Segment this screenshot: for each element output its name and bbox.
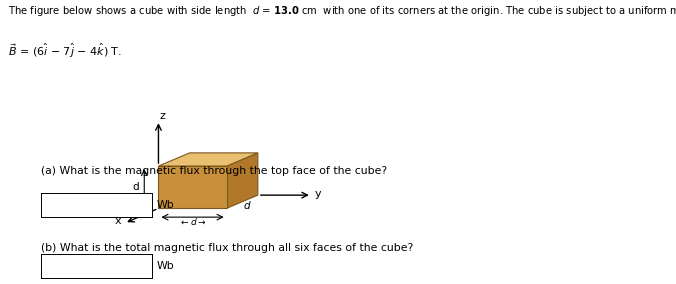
Text: Wb: Wb	[157, 261, 174, 272]
Text: d: d	[132, 182, 139, 192]
Text: $\vec{B}$ = (6$\hat{i}$ − 7$\hat{j}$ − 4$\hat{k}$) T.: $\vec{B}$ = (6$\hat{i}$ − 7$\hat{j}$ − 4…	[8, 41, 122, 60]
Text: (b) What is the total magnetic flux through all six faces of the cube?: (b) What is the total magnetic flux thro…	[41, 243, 413, 253]
Text: $\leftarrow d \rightarrow$: $\leftarrow d \rightarrow$	[178, 216, 206, 227]
Text: Wb: Wb	[157, 200, 174, 210]
Text: x: x	[114, 216, 121, 226]
Text: (a) What is the magnetic flux through the top face of the cube?: (a) What is the magnetic flux through th…	[41, 166, 387, 176]
Text: d: d	[243, 201, 250, 211]
Polygon shape	[158, 153, 258, 166]
Text: z: z	[160, 111, 166, 122]
Text: The figure below shows a cube with side length  $d$ = $\mathbf{13.0}$ cm  with o: The figure below shows a cube with side …	[8, 4, 676, 18]
Text: y: y	[314, 189, 321, 199]
Polygon shape	[158, 166, 226, 208]
Polygon shape	[226, 153, 258, 208]
